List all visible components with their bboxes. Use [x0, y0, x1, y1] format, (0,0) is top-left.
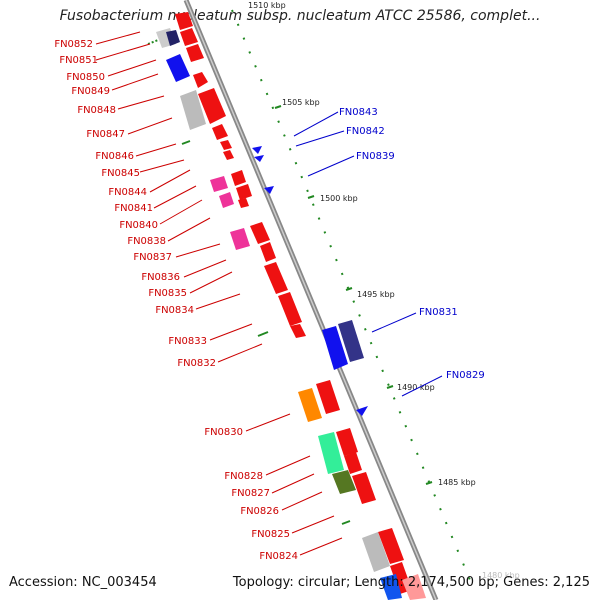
gene-arrow[interactable]	[260, 242, 276, 262]
gene-arrow[interactable]	[278, 292, 302, 326]
gene-label[interactable]: FN0847	[86, 129, 125, 140]
gene-label[interactable]: FN0841	[114, 203, 153, 214]
gene-label[interactable]: FN0828	[224, 471, 263, 482]
gene-arrow[interactable]	[402, 574, 426, 600]
gene-label[interactable]: FN0825	[251, 529, 290, 540]
gene-arrow[interactable]	[175, 12, 193, 30]
gene-arrow[interactable]	[264, 186, 274, 194]
gene-arrow[interactable]	[290, 324, 306, 338]
gene-arrow[interactable]	[231, 170, 246, 186]
gene-label[interactable]: FN0845	[101, 168, 140, 179]
gene-label[interactable]: FN0837	[133, 252, 172, 263]
left-leader-lines	[95, 31, 343, 556]
gene-arrow[interactable]	[316, 380, 340, 414]
gene-arrow[interactable]	[252, 146, 262, 154]
gene-label[interactable]: FN0840	[119, 220, 158, 231]
gene-label[interactable]: FN0848	[77, 105, 116, 116]
scale-label: 1485 kbp	[438, 478, 476, 487]
gene-label[interactable]: FN0836	[141, 272, 180, 283]
gene-label[interactable]: FN0830	[204, 427, 243, 438]
gene-box[interactable]	[166, 30, 180, 46]
gene-box[interactable]	[362, 532, 390, 572]
gene-box[interactable]	[219, 192, 234, 208]
gene-arrow[interactable]	[336, 428, 358, 456]
gene-label[interactable]: FN0850	[66, 72, 105, 83]
gene-arrow[interactable]	[180, 28, 198, 46]
gene-label[interactable]: FN0844	[108, 187, 147, 198]
accession-text: Accession: NC_003454	[9, 575, 157, 590]
gene-box[interactable]	[298, 388, 322, 422]
gene-arrow[interactable]	[352, 472, 376, 504]
gene-label[interactable]: FN0833	[168, 336, 207, 347]
scale-ticks	[231, 9, 471, 581]
gene-arrow[interactable]	[250, 222, 270, 244]
forward-genes	[175, 12, 426, 600]
left-gene-labels: FN0852 FN0851 FN0850 FN0849 FN0848 FN084…	[54, 39, 298, 562]
scale-label: 1490 kbp	[397, 383, 435, 392]
gene-box[interactable]	[332, 470, 356, 494]
gene-box[interactable]	[166, 54, 190, 82]
gene-box[interactable]	[318, 432, 344, 474]
gene-label[interactable]: FN0846	[95, 151, 134, 162]
right-gene-labels: FN0843 FN0842 FN0839 FN0831 FN0829	[339, 107, 485, 381]
gene-label[interactable]: FN0832	[177, 358, 216, 369]
gene-label[interactable]: FN0849	[71, 86, 110, 97]
gene-arrow[interactable]	[238, 198, 249, 208]
gene-arrow[interactable]	[193, 72, 208, 88]
gene-arrow[interactable]	[378, 528, 404, 564]
gene-label[interactable]: FN0835	[148, 288, 187, 299]
gene-arrow[interactable]	[220, 140, 232, 150]
gene-arrow[interactable]	[322, 326, 348, 370]
gene-arrow[interactable]	[223, 150, 234, 160]
gene-arrow[interactable]	[212, 124, 228, 140]
genome-axis-highlight	[185, 0, 437, 600]
right-leader-lines	[293, 111, 443, 397]
gene-label[interactable]: FN0824	[259, 551, 298, 562]
gene-arrow[interactable]	[338, 320, 364, 362]
scale-label: 1510 kbp	[248, 1, 286, 10]
gene-box[interactable]	[230, 228, 250, 250]
colored-genes	[156, 28, 402, 600]
topology-text: Topology: circular; Length: 2,174,500 bp…	[232, 575, 590, 590]
gene-label[interactable]: FN0827	[231, 488, 270, 499]
gene-arrow[interactable]	[198, 88, 226, 124]
gene-label[interactable]: FN0831	[419, 307, 458, 318]
gene-label[interactable]: FN0829	[446, 370, 485, 381]
gene-box[interactable]	[380, 574, 402, 600]
gene-label[interactable]: FN0826	[240, 506, 279, 517]
gene-arrow[interactable]	[356, 406, 368, 416]
reverse-genes	[252, 146, 368, 416]
gene-arrow[interactable]	[264, 262, 288, 294]
gene-label[interactable]: FN0851	[59, 55, 98, 66]
gene-label[interactable]: FN0834	[155, 305, 194, 316]
gene-label[interactable]: FN0842	[346, 126, 385, 137]
gene-label[interactable]: FN0852	[54, 39, 93, 50]
gene-box[interactable]	[180, 90, 206, 130]
left-ticks	[147, 39, 351, 525]
gene-arrow[interactable]	[254, 155, 264, 162]
scale-label: 1480 kbp	[482, 571, 520, 580]
gene-arrow[interactable]	[236, 184, 252, 200]
gene-label[interactable]: FN0838	[127, 236, 166, 247]
gene-arrow[interactable]	[344, 452, 362, 474]
gene-label[interactable]: FN0839	[356, 151, 395, 162]
scale-label: 1505 kbp	[282, 98, 320, 107]
gene-arrow[interactable]	[186, 44, 204, 62]
gene-box[interactable]	[210, 176, 228, 192]
gene-label[interactable]: FN0843	[339, 107, 378, 118]
scale-label: 1500 kbp	[320, 194, 358, 203]
scale-label: 1495 kbp	[357, 290, 395, 299]
